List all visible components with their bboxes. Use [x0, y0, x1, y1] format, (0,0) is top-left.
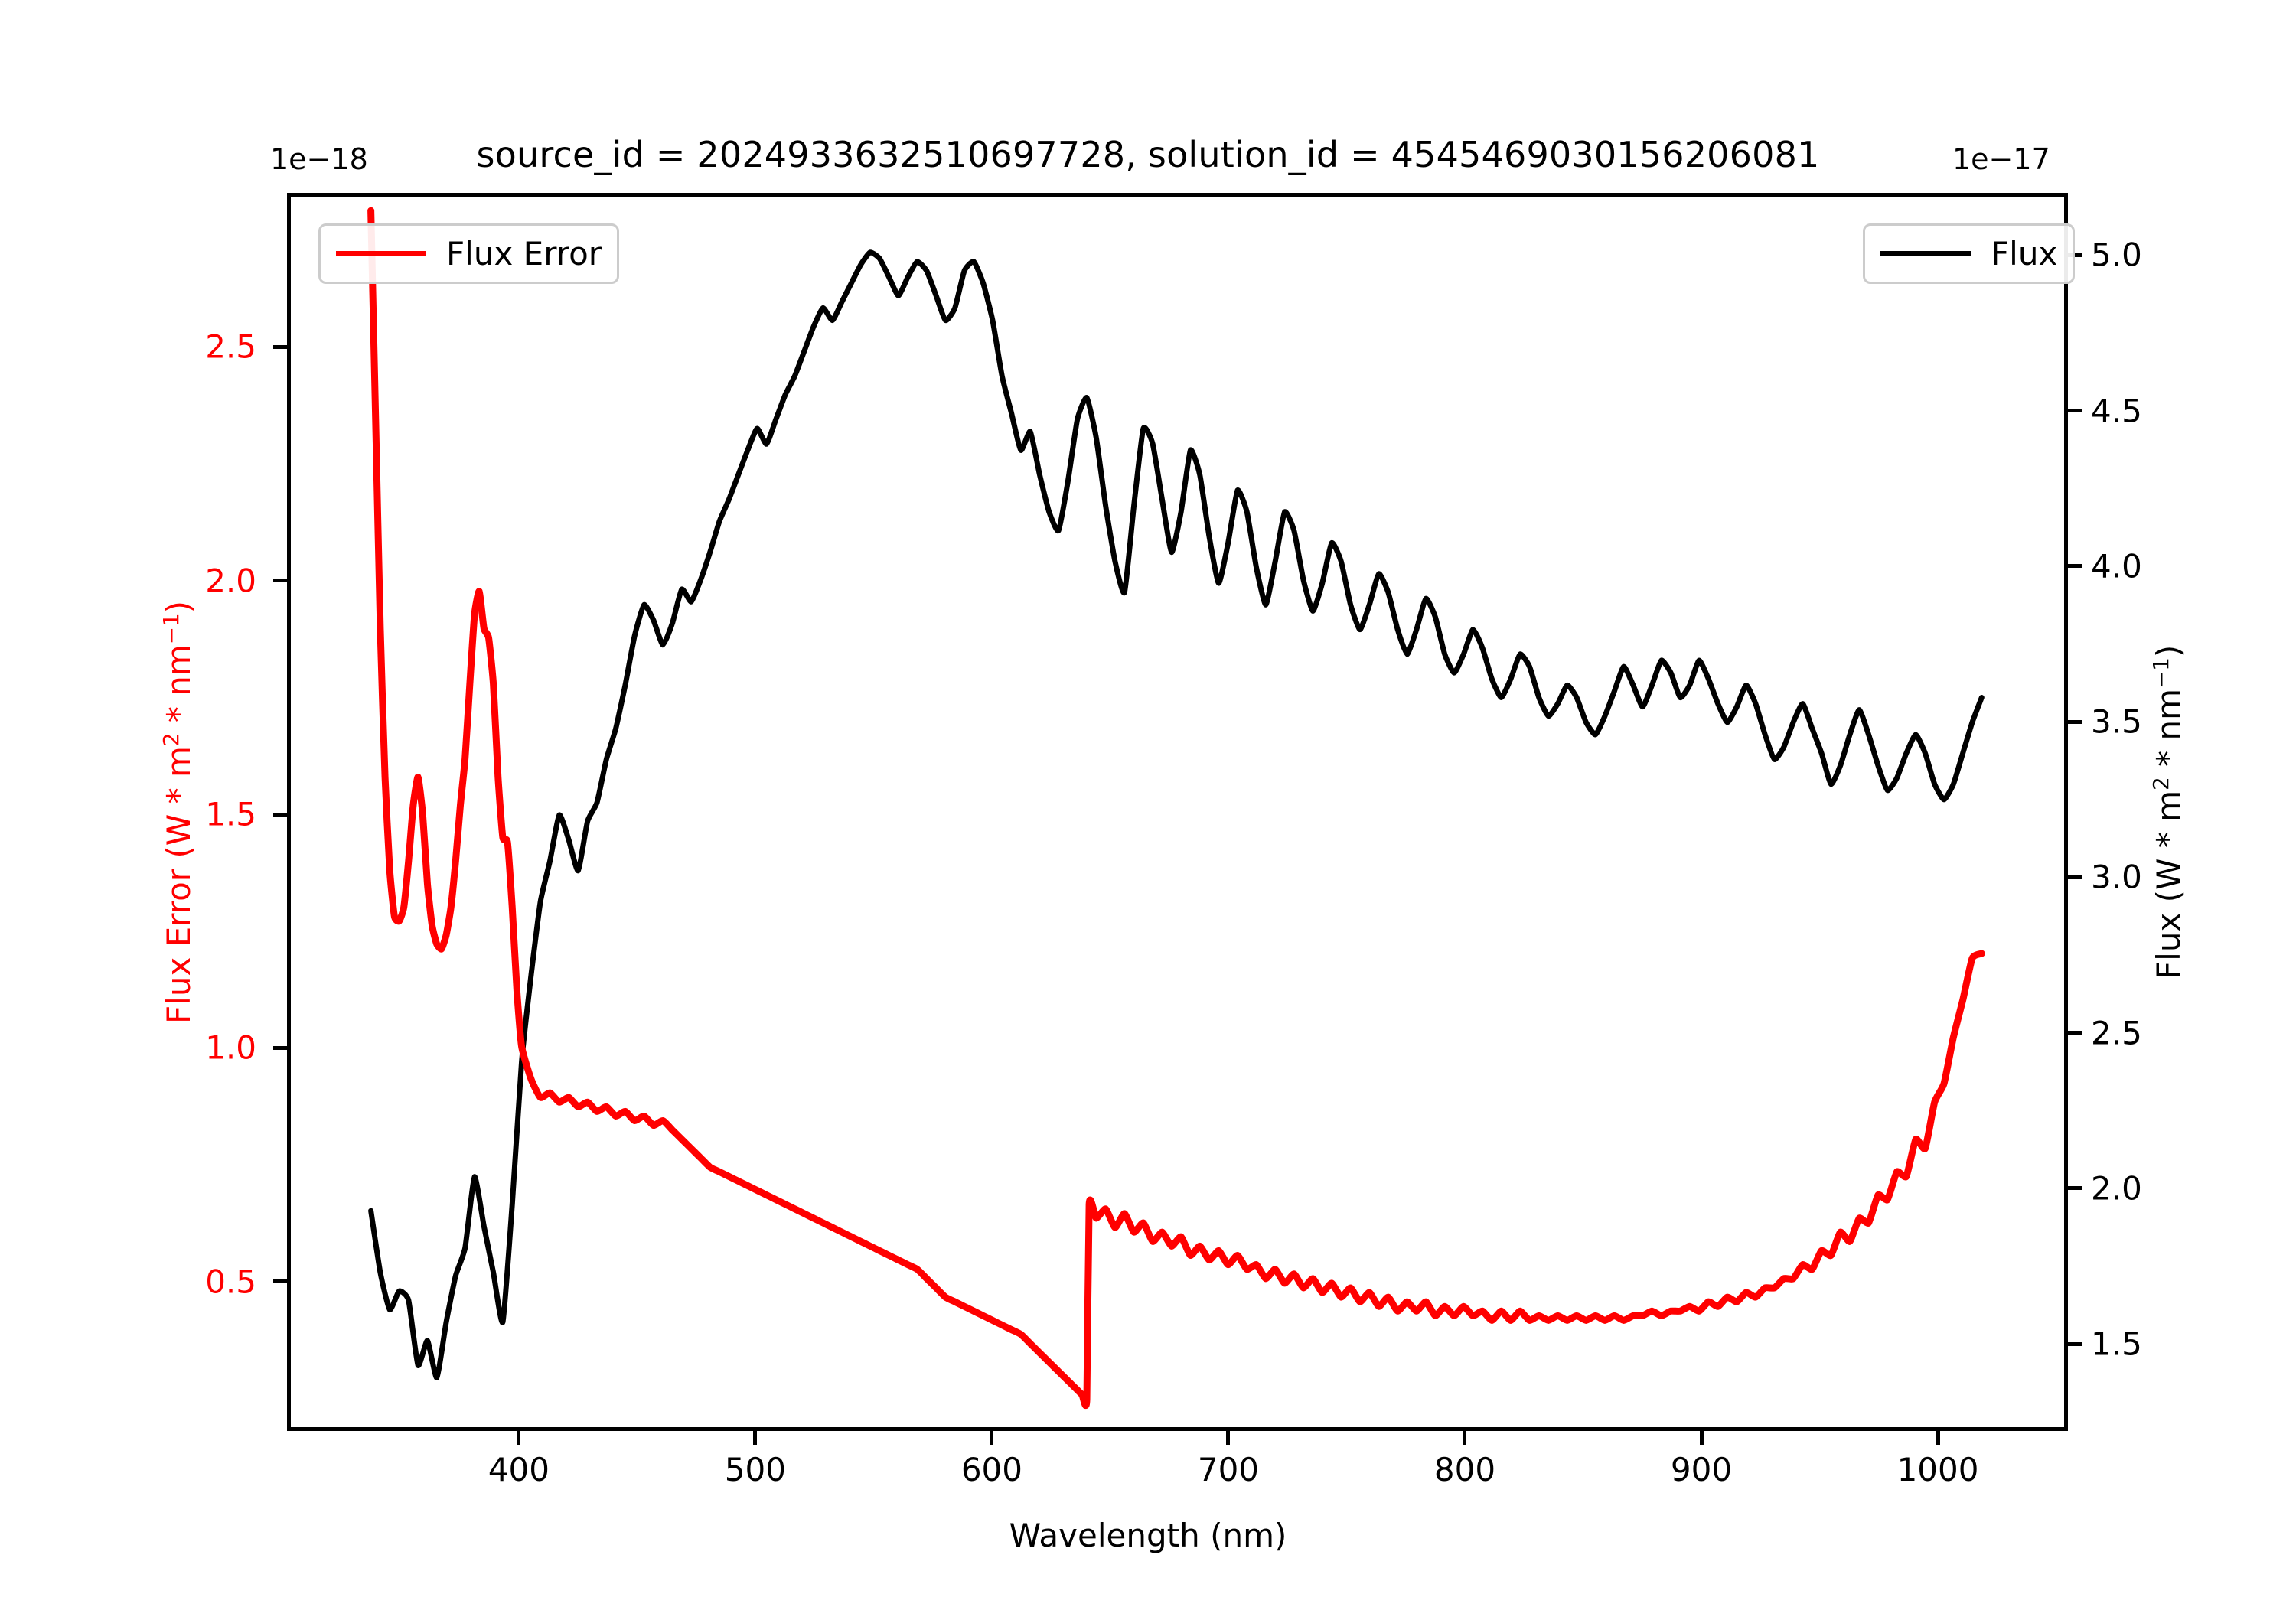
y-tick-label-right-5.0: 5.0	[2091, 236, 2142, 274]
y-tick-label-right-4.5: 4.5	[2091, 392, 2142, 430]
left-y-axis-label: Flux Error (W * m2 * nm−1)	[158, 600, 197, 1024]
right-y-axis-label: Flux (W * m2 * nm−1)	[2148, 644, 2187, 980]
y-tick-mark-right	[2068, 1341, 2082, 1346]
x-tick-mark	[1463, 1431, 1467, 1445]
x-tick-label-900: 900	[1670, 1451, 1733, 1488]
legend-line-icon-flux	[1880, 251, 1971, 256]
y-tick-mark-left	[273, 579, 287, 583]
y-tick-label-left-1.0: 1.0	[205, 1028, 256, 1067]
y-tick-mark-left	[273, 344, 287, 349]
plot-area	[287, 193, 2068, 1431]
y-tick-mark-right	[2068, 409, 2082, 413]
chart-title: source_id = 2024933632510697728, solutio…	[476, 134, 1820, 175]
y-tick-mark-right	[2068, 1031, 2082, 1035]
x-tick-label-1000: 1000	[1896, 1451, 1979, 1488]
x-tick-label-500: 500	[724, 1451, 786, 1488]
y-tick-mark-left	[273, 1279, 287, 1284]
y-tick-label-right-3.5: 3.5	[2091, 702, 2142, 741]
x-tick-label-400: 400	[488, 1451, 550, 1488]
y-tick-label-left-2.5: 2.5	[205, 328, 256, 366]
left-axis-offset-text: 1e−18	[270, 142, 368, 176]
y-tick-label-left-2.0: 2.0	[205, 562, 256, 600]
y-tick-mark-left	[273, 812, 287, 817]
right-axis-offset-text: 1e−17	[1952, 142, 2050, 176]
y-tick-label-right-3.0: 3.0	[2091, 858, 2142, 896]
y-tick-mark-right	[2068, 719, 2082, 724]
series-svg	[291, 197, 2064, 1427]
y-tick-label-right-2.0: 2.0	[2091, 1169, 2142, 1208]
legend-flux-error[interactable]: Flux Error	[318, 223, 620, 284]
y-tick-label-right-2.5: 2.5	[2091, 1014, 2142, 1052]
y-tick-label-left-1.5: 1.5	[205, 795, 256, 833]
y-tick-label-left-0.5: 0.5	[205, 1263, 256, 1301]
x-tick-label-700: 700	[1197, 1451, 1260, 1488]
y-tick-mark-left	[273, 1045, 287, 1050]
x-tick-mark	[517, 1431, 521, 1445]
y-tick-mark-right	[2068, 875, 2082, 879]
x-tick-mark	[1226, 1431, 1231, 1445]
x-axis-label: Wavelength (nm)	[1009, 1517, 1287, 1554]
y-tick-label-right-1.5: 1.5	[2091, 1325, 2142, 1363]
x-tick-mark	[1699, 1431, 1704, 1445]
x-tick-mark	[990, 1431, 994, 1445]
flux-line	[371, 253, 1982, 1378]
legend-flux[interactable]: Flux	[1863, 223, 2076, 284]
x-tick-label-800: 800	[1433, 1451, 1496, 1488]
y-tick-mark-right	[2068, 564, 2082, 569]
legend-line-icon-flux-error	[336, 251, 426, 256]
x-tick-mark	[1936, 1431, 1940, 1445]
y-tick-mark-right	[2068, 1186, 2082, 1191]
x-tick-mark	[753, 1431, 758, 1445]
legend-label-flux-error: Flux Error	[446, 235, 602, 272]
legend-label-flux: Flux	[1991, 235, 2058, 272]
x-tick-label-600: 600	[960, 1451, 1022, 1488]
flux-error-line	[371, 210, 1982, 1405]
y-tick-label-right-4.0: 4.0	[2091, 547, 2142, 585]
